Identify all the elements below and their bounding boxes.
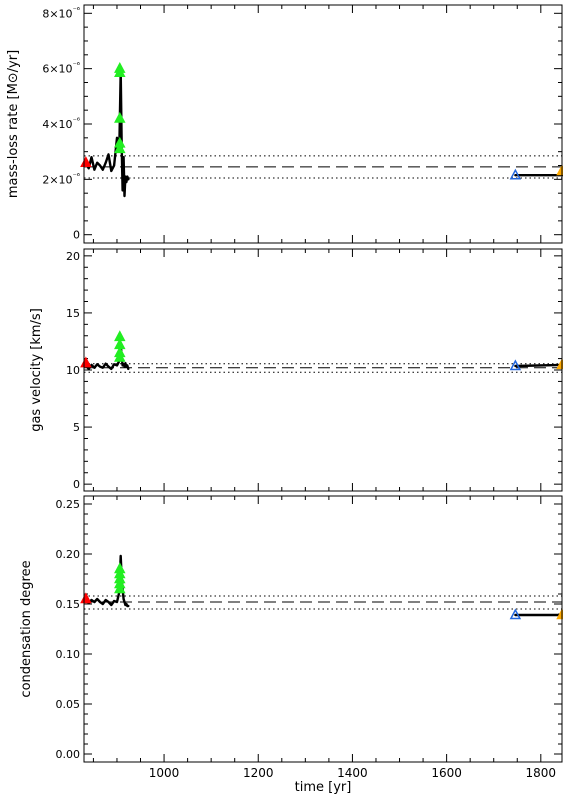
triangle-marker bbox=[509, 168, 522, 180]
series-line bbox=[514, 363, 563, 368]
y-axis-label: gas velocity [km/s] bbox=[29, 308, 44, 432]
y-tick-label: 0 bbox=[73, 229, 80, 242]
series-line bbox=[84, 342, 130, 371]
panel-condensation-degree: 0.00 0.05 0.10 0.15 0.20 0.25 condensation de… bbox=[19, 495, 563, 763]
x-tick-label: 1400 bbox=[337, 766, 368, 780]
y-tick-label: 4×10⁻⁶ bbox=[42, 116, 80, 131]
x-tick-label: 1600 bbox=[431, 766, 462, 780]
y-axis-label: condensation degree bbox=[19, 560, 34, 697]
y-tick-label: 0 bbox=[73, 478, 80, 491]
y-tick-label: 0.25 bbox=[56, 498, 81, 511]
x-tick-labels: 1000 1200 1400 1600 1800 bbox=[149, 766, 556, 780]
triangle-marker bbox=[114, 350, 126, 362]
x-tick-label: 1800 bbox=[526, 766, 557, 780]
panel-gas-velocity: 0 5 10 15 20 gas velocity [km/s] bbox=[29, 248, 563, 492]
y-tick-label: 0.10 bbox=[56, 648, 81, 661]
y-tick-label: 6×10⁻⁶ bbox=[42, 61, 80, 76]
plot-frame bbox=[83, 4, 563, 244]
triangle-marker bbox=[114, 111, 126, 123]
y-tick-label: 0.05 bbox=[56, 698, 81, 711]
y-tick-label: 2×10⁻⁶ bbox=[42, 171, 80, 186]
x-tick-label: 1200 bbox=[243, 766, 274, 780]
y-axis-label: mass-loss rate [M⊙/yr] bbox=[6, 50, 21, 198]
y-tick-label: 10 bbox=[66, 364, 80, 377]
y-tick-label: 0.00 bbox=[56, 748, 81, 761]
plot-frame bbox=[83, 495, 563, 763]
y-tick-label: 20 bbox=[66, 250, 80, 263]
x-axis-label: time [yr] bbox=[295, 780, 352, 795]
x-tick-label: 1000 bbox=[149, 766, 180, 780]
triangle-marker bbox=[509, 608, 522, 620]
y-tick-label: 0.20 bbox=[56, 548, 81, 561]
y-tick-label: 8×10⁻⁶ bbox=[42, 5, 80, 20]
series-line bbox=[84, 554, 130, 608]
panel-mass-loss-rate: 0 2×10⁻⁶ 4×10⁻⁶ 6×10⁻⁶ 8×10⁻⁶ mass-loss rate… bbox=[6, 4, 563, 244]
y-tick-label: 15 bbox=[66, 307, 80, 320]
triangle-marker bbox=[509, 359, 522, 371]
y-tick-label: 0.15 bbox=[56, 598, 81, 611]
triangle-marker bbox=[114, 582, 126, 594]
plot-frame bbox=[83, 248, 563, 492]
triangle-marker bbox=[114, 142, 126, 154]
y-tick-label: 5 bbox=[73, 421, 80, 434]
triangle-marker bbox=[114, 66, 126, 78]
